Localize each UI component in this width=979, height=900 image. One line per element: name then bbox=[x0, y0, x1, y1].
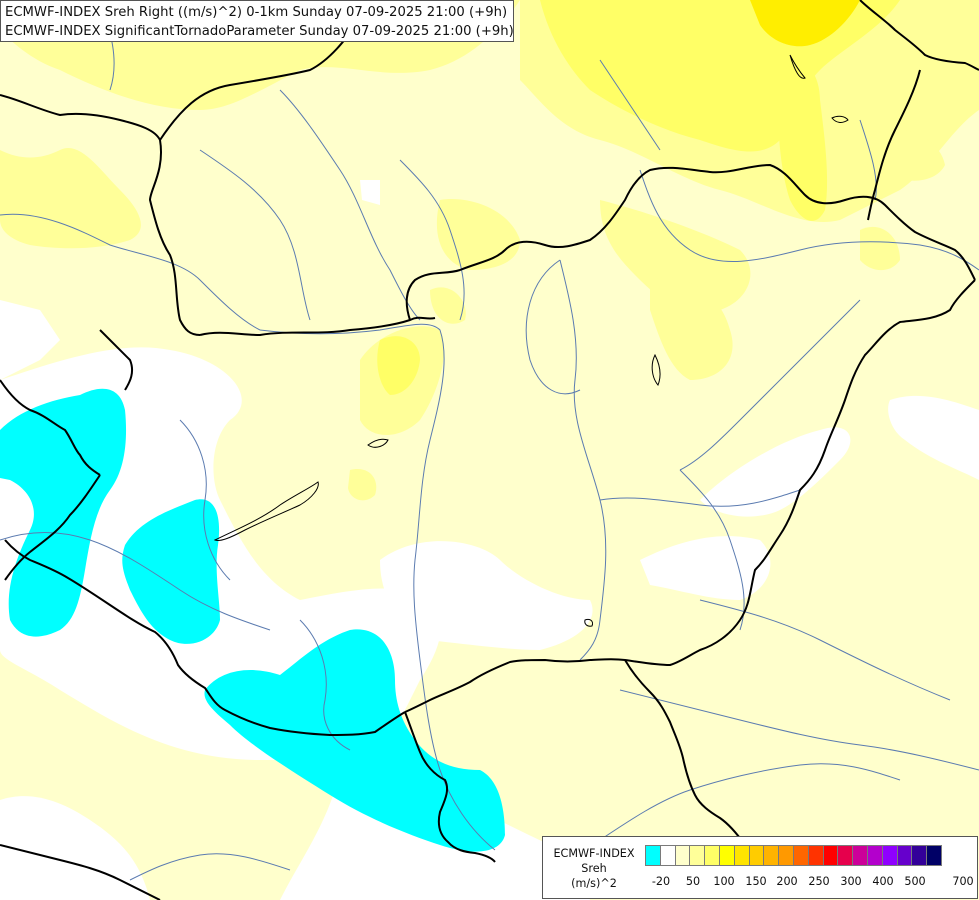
legend-swatch bbox=[926, 845, 942, 866]
legend-swatch bbox=[689, 845, 706, 866]
legend-swatch bbox=[822, 845, 839, 866]
legend-tick: -20 bbox=[651, 875, 671, 888]
title-line-sreh: ECMWF-INDEX Sreh Right ((m/s)^2) 0-1km S… bbox=[5, 5, 508, 20]
yellow-shading-peak bbox=[750, 0, 860, 47]
legend-swatch bbox=[792, 845, 809, 866]
legend-swatch bbox=[704, 845, 720, 866]
legend-swatch bbox=[659, 845, 676, 866]
legend-swatch bbox=[733, 845, 750, 866]
legend-title-unit: (m/s)^2 bbox=[571, 877, 617, 890]
legend-swatch bbox=[852, 845, 868, 866]
legend-tick: 150 bbox=[745, 875, 767, 888]
cyan-shading bbox=[0, 388, 505, 852]
legend-title-variable: Sreh bbox=[581, 862, 607, 875]
legend-tick: 50 bbox=[685, 875, 701, 888]
color-legend: ECMWF-INDEX Sreh (m/s)^2 -20 50 100 150 … bbox=[542, 836, 978, 899]
legend-tick: 300 bbox=[840, 875, 862, 888]
legend-tick: 400 bbox=[872, 875, 894, 888]
legend-swatch bbox=[674, 845, 691, 866]
legend-swatch bbox=[718, 845, 735, 866]
title-line-stp: ECMWF-INDEX SignificantTornadoParameter … bbox=[5, 24, 514, 39]
legend-swatch bbox=[837, 845, 854, 866]
legend-swatch bbox=[778, 845, 794, 866]
lakes bbox=[213, 54, 849, 627]
legend-title: ECMWF-INDEX Sreh (m/s)^2 bbox=[546, 846, 642, 891]
legend-tick: 100 bbox=[713, 875, 735, 888]
legend-swatch bbox=[645, 845, 661, 866]
legend-tick: 200 bbox=[776, 875, 798, 888]
legend-swatch bbox=[896, 845, 913, 866]
rivers bbox=[0, 0, 979, 881]
legend-swatch bbox=[748, 845, 765, 866]
legend-tick: 700 bbox=[952, 875, 974, 888]
legend-swatch bbox=[807, 845, 824, 866]
legend-swatch bbox=[866, 845, 883, 866]
legend-swatch bbox=[911, 845, 928, 866]
legend-ticks: -20 50 100 150 200 250 300 400 500 700 bbox=[645, 875, 975, 891]
legend-swatch bbox=[881, 845, 898, 866]
legend-swatches bbox=[645, 845, 942, 867]
legend-tick: 250 bbox=[808, 875, 830, 888]
legend-swatch bbox=[763, 845, 780, 866]
legend-title-source: ECMWF-INDEX bbox=[553, 847, 635, 860]
map-title-box: ECMWF-INDEX Sreh Right ((m/s)^2) 0-1km S… bbox=[0, 0, 514, 42]
legend-tick: 500 bbox=[904, 875, 926, 888]
